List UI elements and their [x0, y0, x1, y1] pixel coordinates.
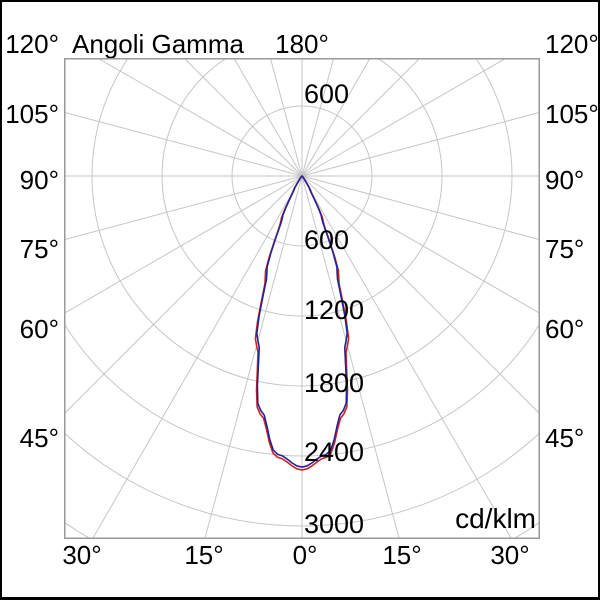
gamma-label-left-45: 45°	[19, 423, 59, 453]
gamma-label-left-90: 90°	[19, 165, 59, 195]
gamma-label-top-right: 120°	[545, 29, 599, 59]
gamma-label-bottom-15r: 15°	[382, 540, 422, 570]
gamma-label-top-left: 120°	[5, 29, 59, 59]
unit-label: cd/klm	[455, 503, 536, 534]
gamma-label-bottom-30l: 30°	[62, 540, 102, 570]
gamma-label-bottom-30r: 30°	[490, 540, 530, 570]
gamma-label-left-60: 60°	[19, 314, 59, 344]
ring-label-3000: 3000	[304, 509, 365, 539]
chart-title: Angoli Gamma	[72, 29, 244, 59]
gamma-label-right-105: 105°	[545, 99, 599, 129]
gamma-label-right-45: 45°	[545, 423, 585, 453]
gamma-label-bottom-15l: 15°	[184, 540, 224, 570]
gamma-label-left-75: 75°	[19, 234, 59, 264]
ring-label-600: 600	[304, 225, 350, 255]
ring-label-1200: 1200	[304, 295, 365, 325]
ring-label-2400: 2400	[304, 437, 365, 467]
ring-label-1800: 1800	[304, 368, 365, 398]
gamma-label-bottom-0: 0°	[292, 540, 318, 570]
ring-label-600-up: 600	[304, 79, 350, 109]
gamma-label-right-75: 75°	[545, 234, 585, 264]
gamma-label-right-90: 90°	[545, 165, 585, 195]
gamma-label-left-105: 105°	[5, 99, 59, 129]
gamma-label-top-center: 180°	[275, 29, 329, 59]
polar-plot	[64, 58, 540, 539]
gamma-label-right-60: 60°	[545, 314, 585, 344]
